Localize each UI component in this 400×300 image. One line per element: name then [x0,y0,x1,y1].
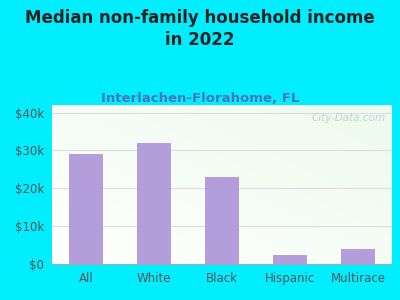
Bar [341,249,375,264]
Bar [69,154,103,264]
Bar [273,254,307,264]
Text: Interlachen-Florahome, FL: Interlachen-Florahome, FL [101,92,299,104]
Bar [137,143,171,264]
Text: Median non-family household income
in 2022: Median non-family household income in 20… [25,9,375,49]
Bar [205,177,239,264]
Text: City-Data.com: City-Data.com [311,113,385,123]
